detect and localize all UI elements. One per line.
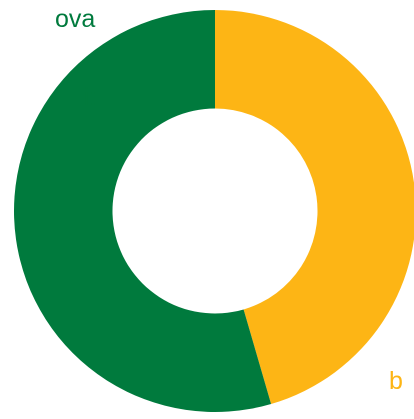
donut-slices: [14, 10, 414, 412]
yellow-slice-label: b: [389, 367, 403, 395]
green-slice-label-line-1: ova: [55, 5, 96, 33]
green-slice-label-line-2: i:: [84, 83, 97, 111]
donut-slice-1: [14, 10, 272, 412]
donut-slice-0: [215, 10, 414, 405]
